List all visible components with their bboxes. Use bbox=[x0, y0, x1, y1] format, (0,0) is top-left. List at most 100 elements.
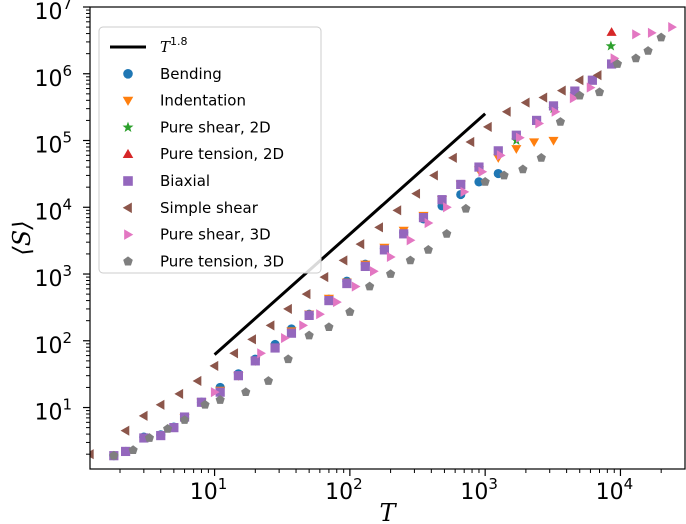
data-point bbox=[250, 356, 260, 366]
series-7 bbox=[109, 32, 666, 460]
data-point bbox=[301, 289, 311, 300]
tick-base: 10 bbox=[34, 134, 62, 159]
tick-exponent: 7 bbox=[62, 0, 72, 13]
data-point bbox=[442, 228, 452, 238]
data-point bbox=[474, 177, 484, 187]
data-point bbox=[643, 46, 653, 55]
legend-reference-base: T bbox=[160, 38, 171, 56]
data-point bbox=[574, 75, 584, 86]
data-point bbox=[493, 146, 503, 156]
data-point bbox=[342, 278, 352, 289]
legend-label: Simple shear bbox=[160, 199, 259, 217]
legend-reference-exponent: 1.8 bbox=[170, 35, 188, 48]
data-point bbox=[304, 330, 314, 340]
tick-base: 10 bbox=[596, 480, 624, 505]
data-point bbox=[632, 29, 641, 40]
series-4 bbox=[109, 59, 617, 461]
x-tick-label: 102 bbox=[325, 475, 363, 505]
legend-marker bbox=[123, 256, 133, 266]
tick-base: 10 bbox=[460, 480, 488, 505]
data-point bbox=[480, 177, 490, 186]
data-point bbox=[418, 213, 429, 223]
data-point bbox=[324, 295, 334, 306]
data-point bbox=[210, 387, 220, 398]
y-tick-label: 105 bbox=[34, 129, 72, 159]
data-point bbox=[448, 152, 457, 163]
series-3 bbox=[606, 27, 617, 36]
legend-label: Pure tension, 2D bbox=[160, 145, 284, 163]
y-tick-label: 107 bbox=[34, 0, 72, 25]
legend-marker bbox=[124, 229, 134, 240]
tick-exponent: 2 bbox=[353, 475, 363, 493]
data-point bbox=[529, 138, 540, 148]
tick-exponent: 4 bbox=[62, 195, 72, 213]
data-point bbox=[229, 348, 239, 359]
data-point bbox=[283, 354, 293, 364]
data-point bbox=[496, 150, 506, 161]
data-point bbox=[365, 281, 375, 291]
data-point bbox=[594, 87, 605, 97]
tick-exponent: 1 bbox=[218, 475, 228, 493]
legend-label: Biaxial bbox=[160, 172, 210, 190]
data-point bbox=[606, 27, 617, 36]
y-tick-label: 101 bbox=[34, 396, 72, 426]
data-point bbox=[128, 445, 138, 455]
data-point bbox=[338, 255, 348, 266]
data-point bbox=[536, 153, 546, 162]
chart-marks bbox=[90, 22, 677, 461]
data-point bbox=[587, 75, 597, 85]
data-point bbox=[324, 322, 334, 332]
data-point bbox=[668, 22, 677, 33]
legend-label: Pure shear, 2D bbox=[160, 118, 271, 136]
data-point bbox=[281, 332, 290, 344]
data-point bbox=[606, 59, 617, 69]
x-tick-label: 101 bbox=[190, 475, 228, 505]
data-point bbox=[456, 179, 466, 190]
data-point bbox=[192, 375, 202, 387]
tick-exponent: 3 bbox=[62, 262, 72, 280]
tick-base: 10 bbox=[34, 200, 62, 225]
data-point bbox=[257, 348, 266, 359]
data-point bbox=[460, 186, 470, 197]
data-point bbox=[570, 86, 580, 96]
data-point bbox=[538, 92, 548, 103]
data-point bbox=[406, 235, 416, 246]
plot-area bbox=[90, 22, 677, 461]
y-axis-label: ⟨S⟩ bbox=[8, 220, 36, 255]
legend-box bbox=[98, 26, 322, 274]
data-point bbox=[423, 245, 433, 254]
plot-frame bbox=[89, 6, 686, 470]
data-point bbox=[437, 195, 447, 205]
data-point bbox=[656, 32, 666, 42]
data-point bbox=[345, 307, 355, 316]
tick-base: 10 bbox=[34, 267, 62, 292]
data-point bbox=[511, 145, 522, 154]
data-point bbox=[196, 397, 207, 407]
data-point bbox=[647, 27, 657, 38]
data-point bbox=[586, 82, 596, 93]
data-point bbox=[155, 399, 165, 410]
data-point bbox=[370, 266, 379, 277]
data-point bbox=[499, 170, 509, 180]
data-point bbox=[247, 334, 256, 345]
data-point bbox=[270, 343, 280, 353]
data-point bbox=[535, 118, 545, 129]
data-point bbox=[215, 395, 225, 404]
tick-exponent: 5 bbox=[62, 129, 72, 147]
x-tick-label: 104 bbox=[596, 475, 634, 505]
data-point bbox=[518, 164, 528, 174]
legend-marker bbox=[122, 96, 134, 106]
data-point bbox=[304, 310, 314, 320]
tick-base: 10 bbox=[325, 480, 353, 505]
tick-base: 10 bbox=[34, 401, 62, 426]
tick-exponent: 2 bbox=[62, 329, 72, 347]
data-point bbox=[551, 106, 561, 117]
data-point bbox=[174, 388, 184, 399]
data-point bbox=[411, 188, 421, 199]
data-point bbox=[139, 433, 149, 443]
data-point bbox=[516, 132, 525, 143]
series-6 bbox=[210, 22, 677, 398]
data-point bbox=[163, 423, 173, 433]
